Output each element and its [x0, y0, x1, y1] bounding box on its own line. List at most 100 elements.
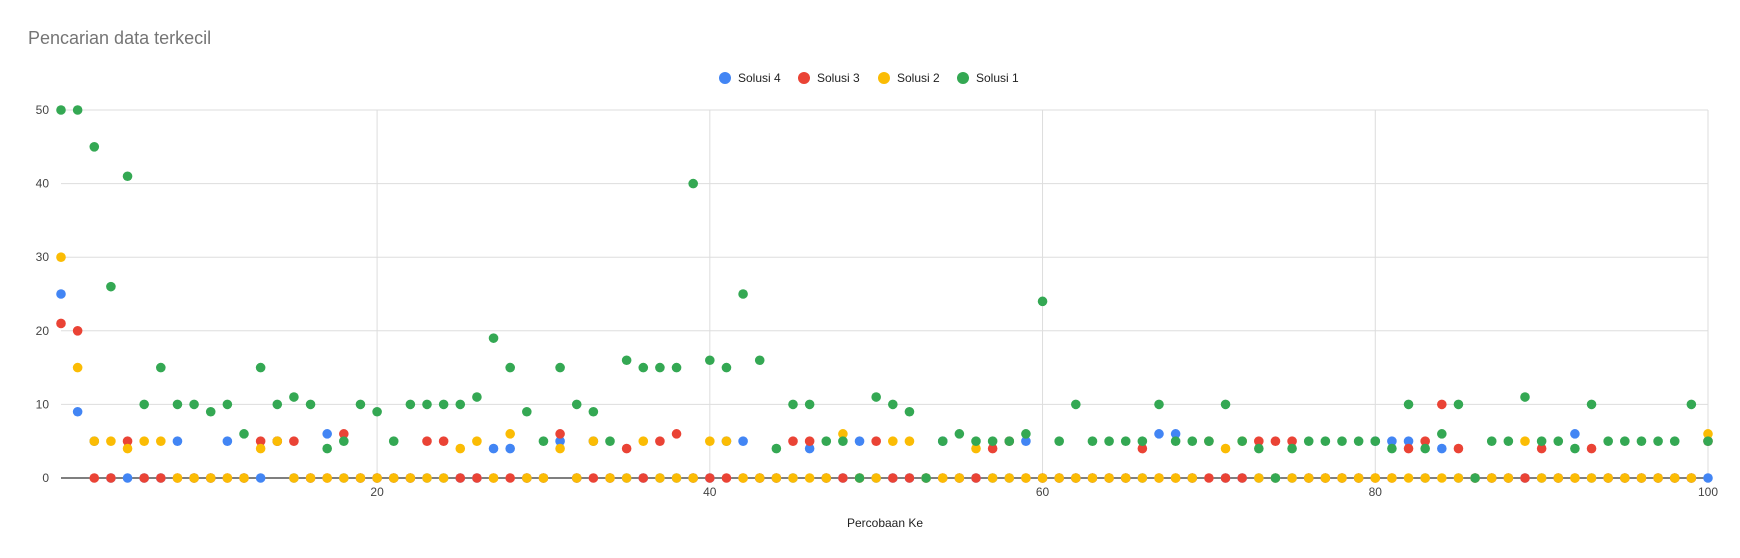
data-point: [821, 436, 832, 447]
data-point: [1620, 436, 1630, 447]
data-point: [1686, 473, 1697, 483]
data-point: [1204, 436, 1214, 447]
legend-label: Solusi 4: [738, 71, 781, 85]
data-point: [1387, 473, 1397, 483]
data-point: [222, 473, 233, 483]
data-point: [937, 473, 948, 483]
data-point: [438, 436, 449, 447]
y-tick-label: 30: [36, 250, 50, 264]
data-point: [555, 436, 565, 447]
data-point: [971, 473, 981, 483]
data-point: [555, 362, 565, 373]
legend-item: Solusi 3: [798, 71, 860, 85]
data-point: [505, 443, 515, 454]
data-point: [455, 443, 466, 454]
data-point: [472, 473, 482, 483]
data-point: [1437, 443, 1447, 454]
data-point: [388, 473, 399, 483]
data-point: [1520, 473, 1530, 483]
y-tick-label: 20: [36, 324, 50, 338]
data-point: [289, 392, 299, 402]
data-point: [1154, 429, 1164, 439]
data-point: [1170, 473, 1181, 483]
data-point: [754, 473, 765, 483]
data-point: [1503, 436, 1514, 447]
data-point: [156, 436, 166, 447]
data-point: [205, 473, 216, 483]
data-point: [954, 473, 965, 483]
data-point: [838, 436, 848, 447]
data-point: [1120, 473, 1131, 483]
data-point: [205, 406, 216, 417]
data-point: [1403, 473, 1414, 483]
data-point: [272, 436, 283, 447]
data-point: [1254, 473, 1264, 483]
data-point: [1204, 473, 1214, 483]
data-point: [888, 399, 898, 410]
data-point: [721, 362, 732, 373]
data-point: [1470, 473, 1480, 483]
data-point: [239, 473, 249, 483]
data-point: [455, 399, 466, 410]
data-point: [1337, 436, 1347, 447]
data-point: [1669, 473, 1680, 483]
data-point: [438, 399, 449, 410]
data-point: [888, 436, 898, 447]
data-point: [688, 473, 698, 483]
data-point: [438, 473, 449, 483]
data-point: [405, 473, 416, 483]
data-point: [1270, 473, 1281, 483]
data-points: [56, 105, 1713, 483]
data-point: [838, 473, 848, 483]
data-point: [1303, 473, 1314, 483]
data-point: [239, 429, 249, 439]
data-point: [1303, 436, 1314, 447]
data-point: [621, 355, 632, 366]
data-point: [322, 429, 332, 439]
data-point: [1486, 473, 1497, 483]
data-point: [305, 473, 316, 483]
data-point: [172, 399, 183, 410]
data-point: [122, 473, 133, 483]
data-point: [1420, 473, 1430, 483]
data-point: [588, 473, 599, 483]
data-point: [255, 362, 266, 373]
data-point: [1586, 443, 1597, 454]
data-point: [671, 429, 682, 439]
data-point: [222, 399, 233, 410]
data-point: [1320, 473, 1331, 483]
data-point: [904, 406, 915, 417]
data-point: [1071, 473, 1081, 483]
data-point: [621, 473, 632, 483]
data-point: [89, 436, 100, 447]
data-point: [139, 399, 149, 410]
data-point: [1636, 436, 1647, 447]
data-point: [705, 473, 715, 483]
data-point: [904, 473, 915, 483]
data-point: [705, 355, 715, 366]
data-point: [871, 473, 881, 483]
axes: 0 10 20 30 40 50 20 40 60 80 100: [36, 103, 1719, 499]
legend-item: Solusi 4: [719, 71, 781, 85]
data-point: [289, 436, 299, 447]
legend-marker: [719, 72, 731, 84]
data-point: [1054, 473, 1064, 483]
data-point: [122, 443, 133, 454]
data-point: [372, 406, 382, 417]
data-point: [1520, 392, 1530, 402]
grid: [61, 109, 1709, 479]
data-point: [106, 436, 116, 447]
data-point: [1037, 473, 1048, 483]
data-point: [954, 429, 965, 439]
data-point: [1104, 473, 1114, 483]
data-point: [754, 355, 765, 366]
data-point: [971, 436, 981, 447]
data-point: [838, 429, 848, 439]
data-point: [1553, 473, 1564, 483]
legend: Solusi 4 Solusi 3 Solusi 2 Solusi 1: [719, 71, 1019, 85]
data-point: [605, 436, 615, 447]
data-point: [588, 406, 599, 417]
data-point: [139, 436, 149, 447]
data-point: [804, 443, 815, 454]
